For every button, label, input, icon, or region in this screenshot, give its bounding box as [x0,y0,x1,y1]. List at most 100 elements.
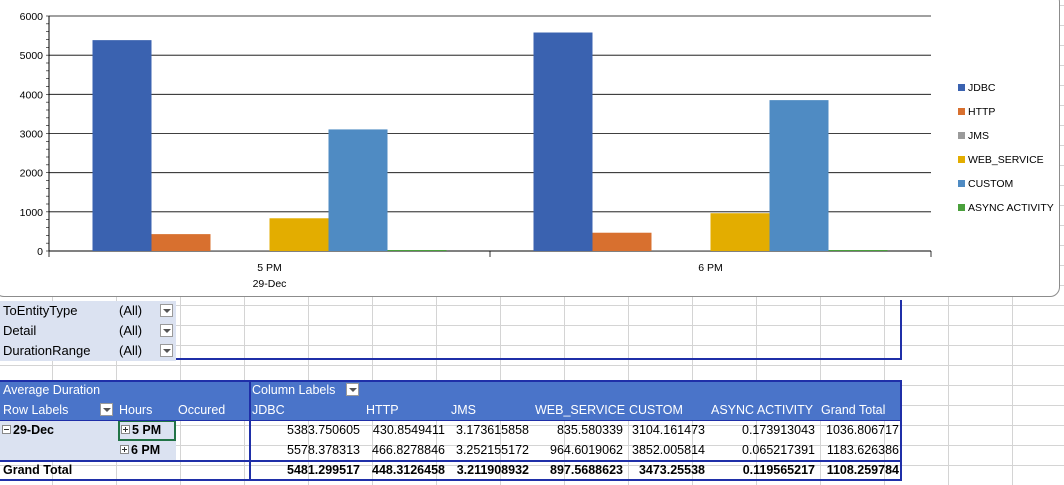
table-border-divider [249,380,251,480]
value-cell: 3.173615858 [456,423,529,437]
x-tick-label: 6 PM [698,262,723,274]
pivot-filter-area: ToEntityType (All) Detail (All) Duration… [0,300,902,361]
bar [592,232,652,251]
value-cell: 835.580339 [556,423,623,437]
legend-label: JDBC [968,82,996,94]
bar [651,250,711,251]
y-tick-label: 3000 [20,129,44,141]
grand-total-label: Grand Total [3,463,73,477]
bar [769,100,829,251]
legend-label: WEB_SERVICE [968,154,1044,166]
expand-icon[interactable] [121,425,130,435]
bar [92,40,152,251]
grand-total-cell: 5481.299517 [287,463,360,477]
date-label: 29-Dec [13,423,54,437]
filter-label: Detail [0,321,116,341]
legend-label: ASYNC ACTIVITY [968,202,1054,214]
col-header-http: HTTP [363,400,448,420]
hour-label: 5 PM [132,423,162,437]
date-row-label[interactable]: 29-Dec [2,420,114,440]
filter-row-detail: Detail (All) [0,321,176,341]
occured-header: Occured [176,400,249,420]
collapse-icon[interactable] [2,425,11,435]
y-tick-label: 6000 [20,11,44,23]
grand-total-cell: 897.5688623 [550,463,623,477]
legend-swatch [958,204,965,211]
y-tick-label: 4000 [20,89,44,101]
hour-row-label[interactable]: 6 PM [119,440,176,460]
filter-label: DurationRange [0,341,116,361]
grand-total-cell: 3473.25538 [638,463,705,477]
filter-dropdown-icon[interactable] [160,324,173,337]
legend-label: JMS [968,130,989,142]
bar [210,250,270,251]
legend-swatch [958,180,965,187]
legend-label: HTTP [968,106,995,118]
col-header-custom: CUSTOM [626,400,708,420]
row-labels-dropdown-icon[interactable] [100,403,113,416]
bar [269,218,329,251]
table-border-top [0,380,902,382]
value-cell: 1183.626386 [826,443,899,457]
table-border-total [0,460,902,462]
y-tick-label: 1000 [20,207,44,219]
value-cell: 3852.005814 [632,443,705,457]
row-labels-header: Row Labels [0,400,116,420]
y-tick-label: 5000 [20,50,44,62]
column-labels-header: Column Labels [249,380,902,400]
pivot-table: Average Duration Column Labels Row Label… [0,380,902,481]
filter-row-duration-range: DurationRange (All) [0,341,176,361]
bar [387,250,447,251]
y-tick-label: 0 [37,246,43,258]
value-cell: 964.6019062 [550,443,623,457]
filter-dropdown-icon[interactable] [160,304,173,317]
table-border-header [0,420,902,421]
value-cell: 0.065217391 [742,443,815,457]
pivot-value-title: Average Duration [0,380,249,400]
hours-header: Hours [116,400,176,420]
col-header-async-activity: ASYNC ACTIVITY [708,400,818,420]
value-cell: 430.8549411 [372,423,445,437]
filter-dropdown-icon[interactable] [160,344,173,357]
table-border-bottom [0,479,902,481]
legend-swatch [958,132,965,139]
grand-total-cell: 3.211908932 [456,463,529,477]
expand-icon[interactable] [120,445,129,455]
value-cell: 0.173913043 [742,423,815,437]
value-cell: 466.8278846 [372,443,445,457]
bar [710,213,770,251]
date-group-bg [0,420,116,460]
x-group-label: 29-Dec [253,278,287,290]
hour-label: 6 PM [131,443,161,457]
grand-total-cell: 1108.259784 [826,463,899,477]
column-labels-dropdown-icon[interactable] [346,383,359,396]
value-cell: 3104.161473 [632,423,705,437]
hour-row-label-selected[interactable]: 5 PM [118,420,176,441]
row-labels-text: Row Labels [3,403,69,417]
filter-row-entity-type: ToEntityType (All) [0,301,176,321]
bar [533,32,593,251]
legend-swatch [958,108,965,115]
value-cell: 3.252155172 [456,443,529,457]
y-tick-label: 2000 [20,168,44,180]
value-cell: 5383.750605 [287,423,360,437]
table-border-right [900,380,902,480]
bar [151,234,211,251]
col-header-jms: JMS [448,400,532,420]
filter-label: ToEntityType [0,301,116,321]
bar [828,250,888,251]
value-cell: 5578.378313 [287,443,360,457]
pivot-chart[interactable]: 0 1000 2000 3000 4000 5000 6000 5 PM 6 PM 29-Dec J… [0,0,1060,297]
col-header-jdbc: JDBC [249,400,363,420]
grand-total-cell: 0.119565217 [742,463,815,477]
x-tick-label: 5 PM [257,262,282,274]
legend-swatch [958,156,965,163]
col-header-grand-total: Grand Total [818,400,902,420]
grand-total-cell: 448.3126458 [372,463,445,477]
col-header-web-service: WEB_SERVICE [532,400,626,420]
legend-swatch [958,84,965,91]
column-labels-text: Column Labels [252,383,336,397]
value-cell: 1036.806717 [826,423,899,437]
chart-plot: 0 1000 2000 3000 4000 5000 6000 5 PM 6 PM 29-Dec J… [20,11,1054,290]
bar [328,129,388,251]
